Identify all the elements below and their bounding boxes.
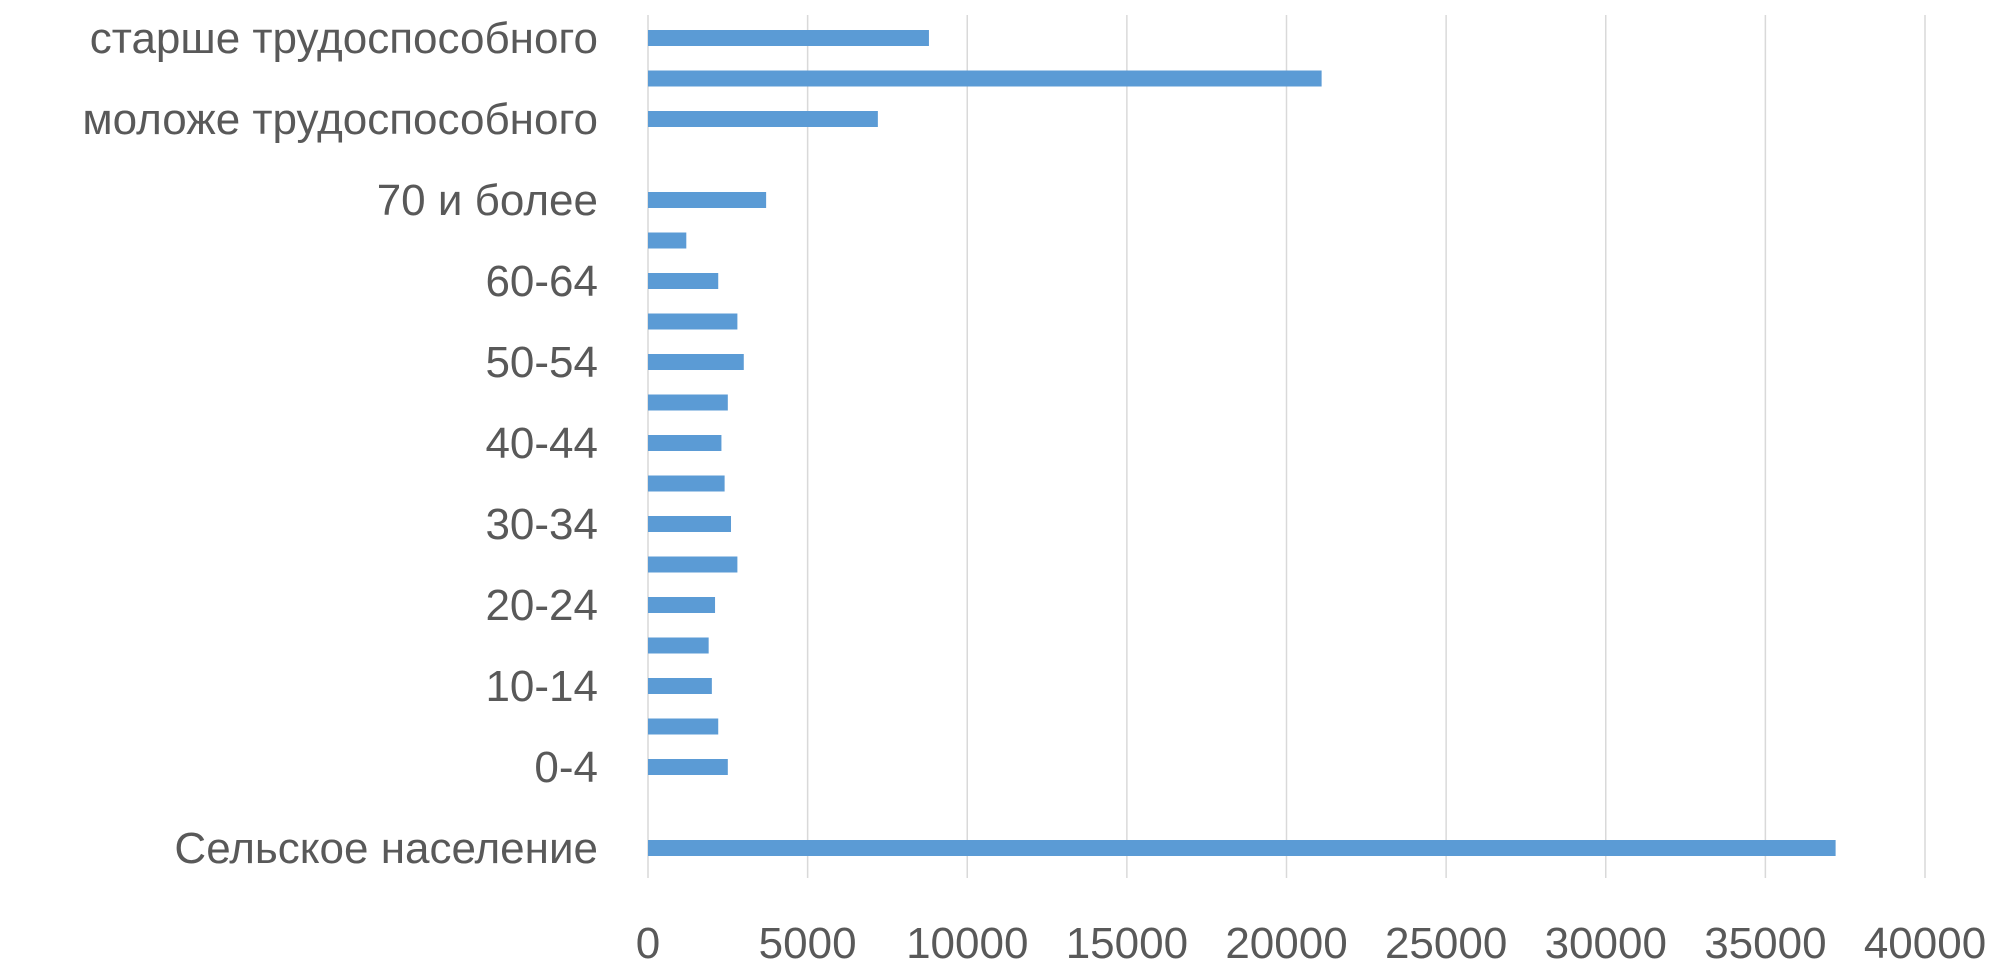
x-tick-label: 0 — [636, 919, 660, 968]
bar — [648, 597, 716, 613]
x-tick-label: 40000 — [1864, 919, 1986, 968]
bar — [648, 111, 878, 127]
bar — [648, 840, 1836, 856]
bar — [648, 30, 929, 46]
category-label: Сельское население — [174, 824, 598, 873]
category-label: старше трудоспособного — [90, 14, 598, 63]
x-tick-label: 35000 — [1704, 919, 1826, 968]
category-label: 30-34 — [485, 500, 598, 549]
x-tick-label: 5000 — [759, 919, 857, 968]
category-label: 50-54 — [485, 338, 598, 387]
category-label: 10-14 — [485, 662, 598, 711]
x-tick-label: 10000 — [906, 919, 1028, 968]
bar — [648, 556, 738, 573]
bar — [648, 354, 744, 370]
gridlines — [647, 15, 1926, 878]
bar — [648, 759, 728, 775]
category-label: 70 и более — [377, 176, 598, 225]
bars — [648, 30, 1836, 856]
bar — [648, 718, 719, 735]
bar — [648, 637, 709, 654]
category-labels: старше трудоспособного моложе трудоспособ… — [82, 14, 598, 873]
category-label: 60-64 — [485, 257, 598, 306]
bar — [648, 313, 738, 330]
x-tick-label: 15000 — [1066, 919, 1188, 968]
bar — [648, 435, 722, 451]
x-tick-label: 20000 — [1225, 919, 1347, 968]
bar — [648, 475, 725, 492]
x-tick-label: 30000 — [1545, 919, 1667, 968]
category-label: 40-44 — [485, 419, 598, 468]
bar — [648, 516, 732, 532]
bar — [648, 192, 767, 208]
bar — [648, 273, 719, 289]
x-axis-tick-labels: 0 5000 10000 15000 20000 25000 30000 35000 40000 — [636, 919, 1986, 968]
bar — [648, 232, 687, 249]
category-label: моложе трудоспособного — [82, 95, 598, 144]
category-label: 0-4 — [534, 743, 598, 792]
bar — [648, 394, 728, 411]
bar — [648, 678, 712, 694]
category-label: 20-24 — [485, 581, 598, 630]
bar — [648, 70, 1322, 87]
x-tick-label: 25000 — [1385, 919, 1507, 968]
